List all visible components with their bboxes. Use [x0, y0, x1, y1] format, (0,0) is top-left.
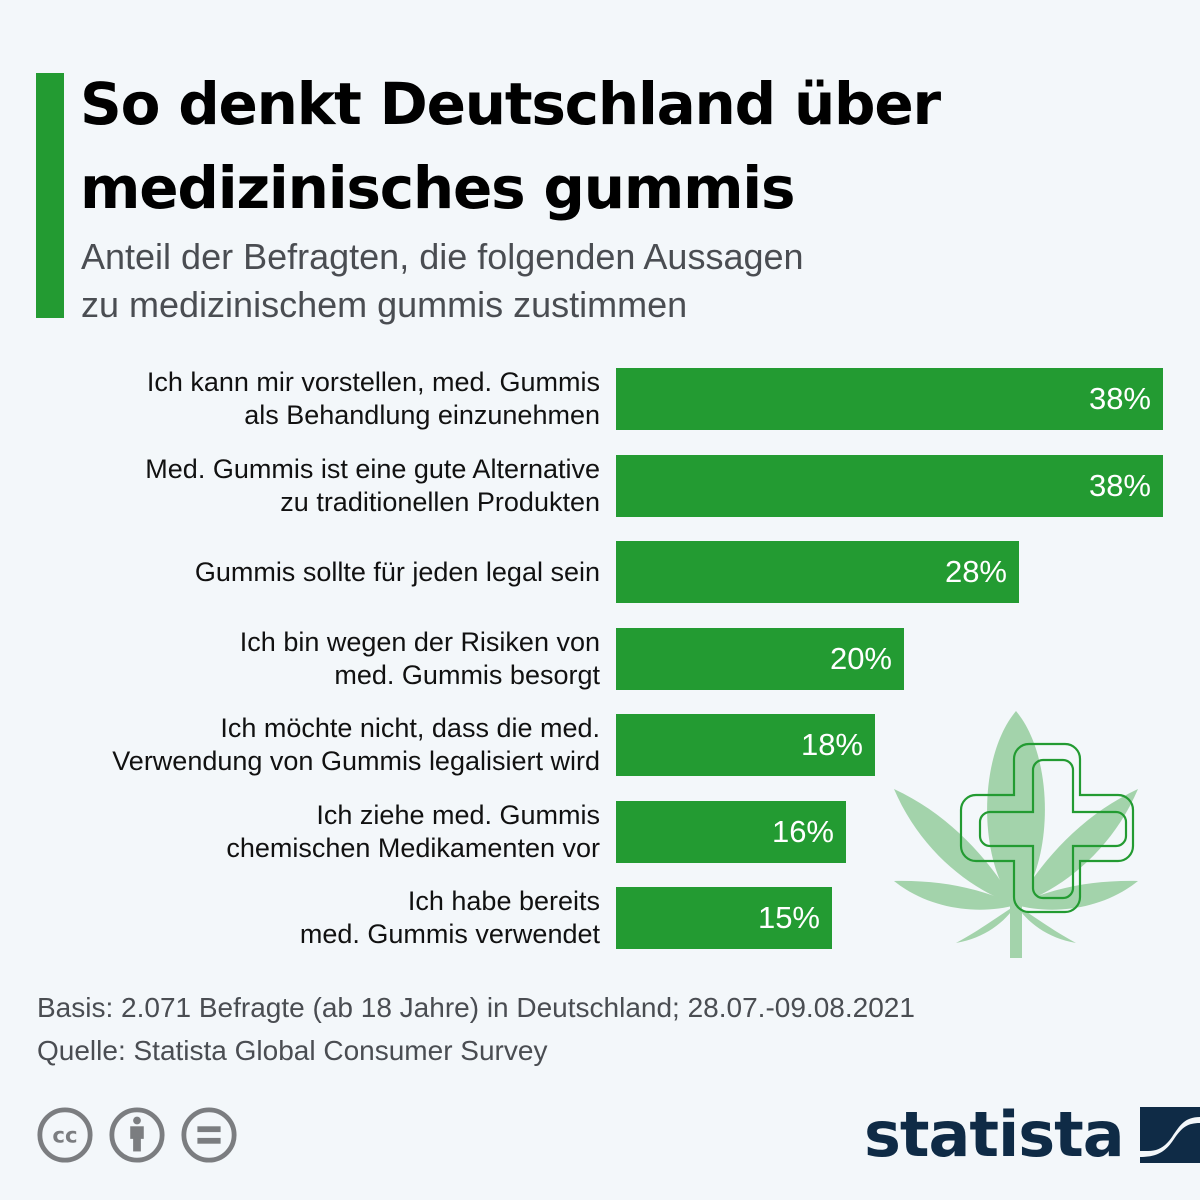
bar-value-label: 38%	[1088, 468, 1151, 503]
category-label-line: zu traditionellen Produkten	[280, 487, 600, 517]
survey-basis-note: Basis: 2.071 Befragte (ab 18 Jahre) in D…	[37, 992, 915, 1023]
statista-logo-text: statista	[864, 1098, 1125, 1171]
chart-subtitle: Anteil der Befragten, die folgenden Auss…	[81, 233, 1081, 329]
category-label: Ich ziehe med. Gummis chemischen Medikame…	[0, 800, 600, 863]
chart-subtitle-line: zu medizinischem gummis zustimmen	[81, 284, 688, 325]
bar: 38%	[616, 455, 1163, 517]
title-accent-bar	[36, 73, 64, 318]
bar: 28%	[616, 541, 1019, 603]
bar-value-label: 28%	[944, 554, 1007, 589]
category-label-line: Ich bin wegen der Risiken von	[239, 627, 600, 657]
chart-title-line: medizinisches gummis	[80, 154, 796, 222]
cannabis-leaf-cross-icon	[894, 711, 1138, 958]
category-label-line: Ich habe bereits	[407, 886, 600, 916]
cannabis-leaf-icon	[894, 711, 1138, 958]
category-label: Ich kann mir vorstellen, med. Gummis als …	[0, 367, 600, 430]
leaf-center-blade	[987, 711, 1045, 905]
category-label-line: Ich ziehe med. Gummis	[316, 800, 600, 830]
bar: 15%	[616, 887, 832, 949]
category-label-line: Gummis sollte für jeden legal sein	[194, 556, 600, 587]
statista-logo[interactable]: statista	[864, 1100, 1200, 1170]
category-label-line: Verwendung von Gummis legalisiert wird	[112, 746, 600, 776]
statista-logo-mark-icon	[1139, 1107, 1200, 1163]
category-label: Gummis sollte für jeden legal sein	[0, 541, 600, 603]
chart-title-line: So denkt Deutschland über	[80, 70, 941, 138]
bar-value-label: 18%	[800, 727, 863, 762]
bar-value-label: 38%	[1088, 381, 1151, 416]
category-label: Ich bin wegen der Risiken von med. Gummis…	[0, 627, 600, 690]
category-label: Med. Gummis ist eine gute Alternative zu …	[0, 454, 600, 517]
bar: 18%	[616, 714, 875, 776]
svg-text:cc: cc	[52, 1124, 77, 1149]
cross-outer-outline	[959, 742, 1135, 914]
bar-value-label: 20%	[829, 641, 892, 676]
chart-subtitle-line: Anteil der Befragten, die folgenden Auss…	[81, 236, 804, 277]
leaf-bottom-left-blade	[956, 905, 1016, 943]
bar: 20%	[616, 628, 904, 690]
leaf-lower-left-blade	[894, 880, 1016, 910]
category-label-line: Med. Gummis ist eine gute Alternative	[145, 454, 600, 484]
leaf-left-blade	[894, 789, 1016, 905]
attribution-icon[interactable]	[108, 1106, 166, 1164]
leaf-stem	[1010, 900, 1022, 958]
category-label-line: chemischen Medikamenten vor	[226, 833, 600, 863]
creative-commons-icon[interactable]: cc	[36, 1106, 94, 1164]
bar-value-label: 15%	[757, 900, 820, 935]
license-icons: cc	[36, 1106, 238, 1164]
category-label: Ich möchte nicht, dass die med. Verwendun…	[0, 713, 600, 776]
category-label-line: Ich möchte nicht, dass die med.	[220, 713, 600, 743]
category-label-line: med. Gummis verwendet	[299, 919, 600, 949]
bar: 16%	[616, 801, 846, 863]
no-derivatives-icon[interactable]	[180, 1106, 238, 1164]
cross-inner-outline	[978, 758, 1128, 900]
medical-cross-icon	[959, 742, 1135, 914]
category-label-line: als Behandlung einzunehmen	[244, 400, 600, 430]
category-label-line: Ich kann mir vorstellen, med. Gummis	[146, 367, 600, 397]
bar: 38%	[616, 368, 1163, 430]
category-label: Ich habe bereits med. Gummis verwendet	[0, 886, 600, 949]
category-label-line: med. Gummis besorgt	[334, 660, 600, 690]
bar-value-label: 16%	[771, 814, 834, 849]
chart-title: So denkt Deutschland über medizinisches …	[80, 62, 1180, 230]
source-note: Quelle: Statista Global Consumer Survey	[37, 1035, 548, 1066]
leaf-lower-right-blade	[1016, 880, 1138, 910]
